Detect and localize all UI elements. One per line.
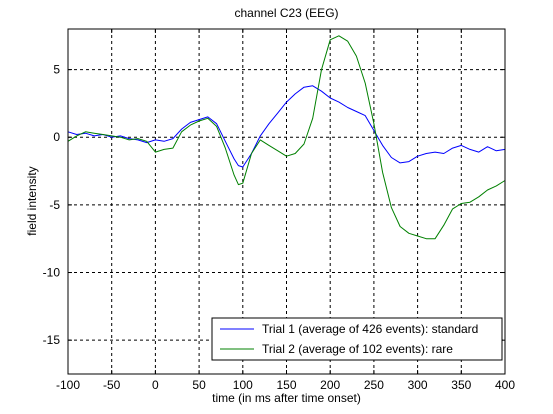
- legend: Trial 1 (average of 426 events): standar…: [211, 317, 503, 361]
- legend-label-rare: Trial 2 (average of 102 events): rare: [262, 342, 453, 356]
- x-tick-label: 150: [276, 378, 296, 392]
- x-tick-label: 50: [192, 378, 206, 392]
- chart-title: channel C23 (EEG): [234, 6, 338, 20]
- y-tick-label: 0: [53, 130, 60, 144]
- series-line-rare: [67, 35, 506, 240]
- y-tick-label: -15: [43, 333, 61, 347]
- x-tick-label: 250: [364, 378, 384, 392]
- x-tick-label: 300: [408, 378, 428, 392]
- series-line-standard: [67, 85, 506, 168]
- series-layer: [67, 35, 506, 240]
- x-axis-label: time (in ms after time onset): [212, 391, 361, 405]
- y-tick-label: 5: [53, 63, 60, 77]
- y-tick-label: -5: [49, 198, 60, 212]
- x-tick-label: 0: [152, 378, 159, 392]
- plot-area: [68, 29, 505, 374]
- x-tick-label: 400: [495, 378, 515, 392]
- x-tick-label: 350: [451, 378, 471, 392]
- y-axis-label: field intensity: [25, 166, 39, 235]
- x-tick-label: -100: [56, 378, 80, 392]
- x-tick-label: 200: [320, 378, 340, 392]
- x-tick-label: 100: [233, 378, 253, 392]
- y-tick-label: -10: [43, 266, 61, 280]
- x-tick-label: -50: [103, 378, 121, 392]
- ticks: -100 -50 0 50 100 150 200 250 300 350 40050-5-10-1…: [43, 29, 515, 392]
- legend-box: [211, 317, 503, 361]
- legend-label-standard: Trial 1 (average of 426 events): standar…: [262, 322, 478, 336]
